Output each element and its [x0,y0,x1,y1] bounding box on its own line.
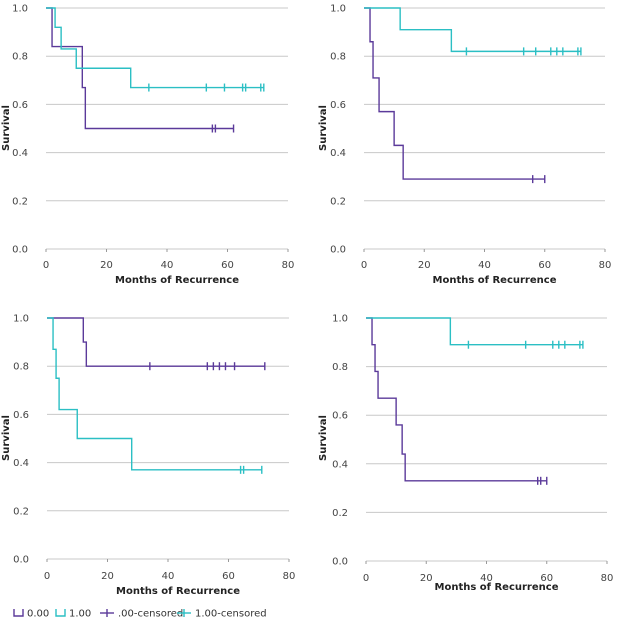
y-tick-label: 0.4 [13,458,29,469]
legend-item: 1.00 [55,609,91,620]
legend-label: 1.00-censored [195,609,267,620]
x-tick-label: 40 [161,260,174,271]
y-tick-label: 1.0 [12,4,28,15]
x-tick-label: 0 [363,573,369,584]
y-tick-label: 1.0 [332,314,348,325]
km-chart-3: 0.0 0.2 0.4 0.6 0.8 1.0 0 20 40 60 80 Months of Rec… [1,314,295,598]
y-tick-label: 0.8 [332,362,348,373]
x-tick-label: 20 [420,573,433,584]
y-tick-label: 0.2 [13,506,29,517]
x-tick-label: 80 [599,260,612,271]
x-tick-label: 60 [221,260,234,271]
km-chart-4: 0.0 0.2 0.4 0.6 0.8 1.0 0 20 40 60 80 Months of Rec… [318,314,613,594]
x-tick-label: 80 [283,571,296,582]
x-tick-label: 80 [601,573,614,584]
y-tick-label: 0.6 [330,100,346,111]
legend-item: 1.00-censored [177,609,267,620]
series-line-1.00 [364,7,581,53]
y-tick-label: 0.2 [332,508,348,519]
y-tick-label: 0.0 [13,555,29,566]
y-tick-label: 0.8 [13,362,29,373]
y-tick-label: 0.4 [330,148,346,159]
y-tick-label: 0.6 [13,410,29,421]
x-tick-label: 0 [43,260,49,271]
legend-item: .00-censored [100,609,183,620]
series-line-1.00 [46,7,264,89]
y-axis-label: Survival [1,415,12,461]
x-axis-label: Months of Recurrence [433,275,557,286]
x-tick-label: 0 [44,571,50,582]
x-tick-label: 40 [162,571,175,582]
series-line-0.00 [364,7,545,180]
legend-label: 0.00 [27,609,49,620]
x-tick-label: 60 [540,573,553,584]
x-tick-label: 20 [101,571,114,582]
km-chart-1: 0.0 0.2 0.4 0.6 0.8 1.0 0 20 40 60 80 Months of Rec… [1,4,294,287]
chart-panels: 0.0 0.2 0.4 0.6 0.8 1.0 0 20 40 60 80 Months of Rec… [1,4,613,598]
y-tick-label: 0.6 [12,100,28,111]
x-tick-label: 40 [480,573,493,584]
y-tick-label: 0.8 [330,52,346,63]
y-tick-label: 0.6 [332,411,348,422]
y-tick-label: 0.8 [12,52,28,63]
x-axis-label: Months of Recurrence [435,582,559,593]
series-line-0.00 [47,317,265,367]
y-axis-label: Survival [318,105,329,151]
y-tick-label: 1.0 [330,4,346,15]
x-tick-label: 20 [100,260,113,271]
series-line-0.00 [366,317,547,482]
y-tick-label: 0.0 [332,557,348,568]
legend-line-swatch [13,609,24,617]
series-line-1.00 [47,317,262,471]
y-tick-label: 0.0 [330,245,346,256]
x-axis-label: Months of Recurrence [115,275,239,286]
y-tick-label: 0.2 [12,196,28,207]
y-axis-label: Survival [1,105,12,151]
y-tick-label: 0.4 [12,148,28,159]
x-tick-label: 0 [361,260,367,271]
x-tick-label: 80 [282,260,295,271]
y-tick-label: 0.4 [332,459,348,470]
x-tick-label: 20 [418,260,431,271]
x-axis-label: Months of Recurrence [116,586,240,597]
x-tick-label: 40 [478,260,491,271]
x-tick-label: 60 [222,571,235,582]
y-tick-label: 1.0 [13,314,29,325]
km-chart-2: 0.0 0.2 0.4 0.6 0.8 1.0 0 20 40 60 80 Months of Rec… [318,4,611,287]
legend-label: 1.00 [69,609,91,620]
series-line-0.00 [46,7,234,130]
legend-label: .00-censored [118,609,183,620]
y-axis-label: Survival [318,415,329,461]
legend-line-swatch [55,609,66,617]
y-tick-label: 0.0 [12,245,28,256]
legend: 0.00 1.00 .00-censored 1.00-censored [13,609,267,620]
legend-item: 0.00 [13,609,49,620]
series-line-1.00 [366,317,583,346]
y-tick-label: 0.2 [330,196,346,207]
x-tick-label: 60 [538,260,551,271]
